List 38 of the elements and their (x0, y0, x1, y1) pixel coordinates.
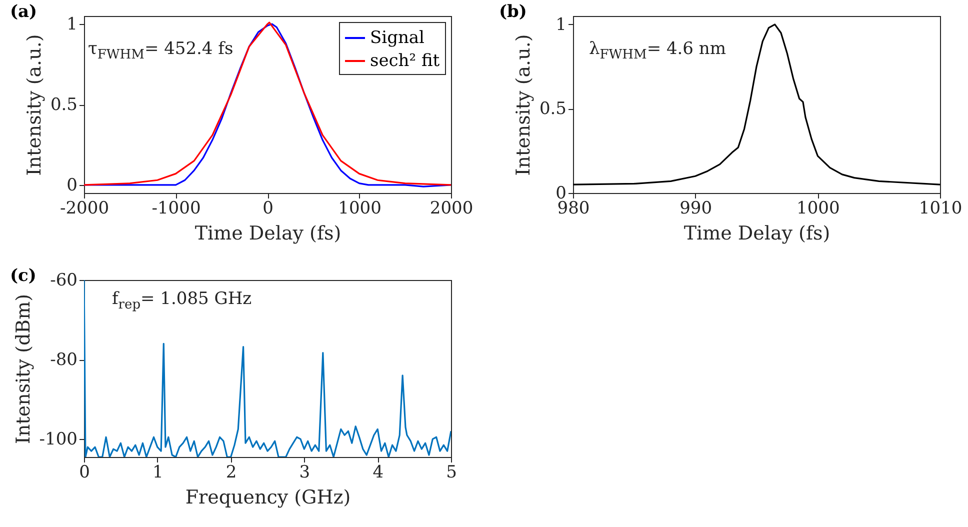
annotation: λ$_{FWHM}$= 4.6 nm (589, 39, 726, 63)
x-tick-label: 3 (299, 462, 310, 482)
x-tick-label: -1000 (152, 198, 201, 218)
chart-title: (a) (10, 2, 38, 22)
x-axis-title: Frequency (GHz) (185, 486, 351, 508)
y-tick-label: -80 (50, 350, 78, 370)
x-tick-label: 990 (680, 198, 712, 218)
y-tick-label: -100 (39, 430, 78, 450)
y-tick-label: 0.5 (539, 99, 566, 120)
legend-label: sech² fit (370, 51, 440, 71)
x-axis-title: Time Delay (fs) (194, 222, 342, 244)
y-axis-title: Intensity (a.u.) (23, 34, 46, 176)
x-tick-label: 2 (226, 462, 237, 482)
x-tick-label: 4 (372, 462, 384, 482)
x-tick-label: -2000 (60, 198, 110, 218)
x-tick-label: 1 (152, 462, 164, 482)
x-tick-label: 2000 (430, 198, 474, 218)
legend-label: Signal (370, 28, 424, 48)
y-tick-label: -60 (50, 270, 78, 290)
annotation: τ$_{FWHM}$= 452.4 fs (88, 39, 234, 63)
y-axis-title: Intensity (dBm) (12, 294, 34, 444)
x-tick-label: 1010 (918, 198, 962, 218)
annotation: f$_{rep}$= 1.085 GHz (112, 289, 252, 313)
x-tick-label: 0 (79, 462, 90, 482)
chart-title: (c) (10, 266, 36, 286)
line-series (573, 24, 940, 186)
y-tick-label: 1 (556, 14, 566, 35)
x-axis-title: Time Delay (fs) (684, 222, 830, 244)
y-tick-label: 1 (66, 14, 78, 35)
x-tick-label: 980 (557, 198, 590, 218)
y-tick-label: 0 (66, 175, 78, 196)
chart-title: (b) (499, 2, 527, 22)
y-axis-title: Intensity (a.u.) (512, 34, 534, 176)
x-tick-label: 1000 (338, 198, 382, 218)
y-tick-label: 0.5 (50, 95, 78, 115)
x-tick-label: 0 (262, 198, 274, 218)
x-tick-label: 5 (446, 462, 457, 482)
x-tick-label: 1000 (796, 198, 840, 218)
